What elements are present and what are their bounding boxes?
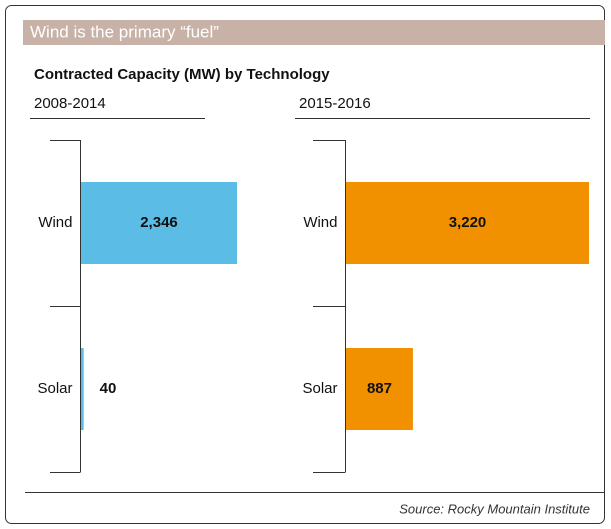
banner: Wind is the primary “fuel” (30, 22, 219, 41)
category-label: Solar (302, 380, 337, 397)
source: Source: Rocky Mountain Institute (399, 501, 590, 516)
value-label: 3,220 (449, 214, 487, 231)
category-label: Wind (303, 214, 337, 231)
bar (346, 182, 589, 264)
subtitle: Contracted Capacity (MW) by Technology (34, 66, 330, 83)
value-label: 887 (367, 380, 392, 397)
panel-title: 2015-2016 (299, 95, 371, 112)
value-label: 40 (100, 380, 117, 397)
category-label: Wind (38, 214, 72, 231)
bar (81, 348, 84, 430)
banner-bar (23, 20, 605, 45)
category-label: Solar (37, 380, 72, 397)
frame (5, 5, 605, 524)
bar (81, 182, 237, 264)
value-label: 2,346 (140, 214, 178, 231)
bar (346, 348, 413, 430)
panel-title: 2008-2014 (34, 95, 106, 112)
